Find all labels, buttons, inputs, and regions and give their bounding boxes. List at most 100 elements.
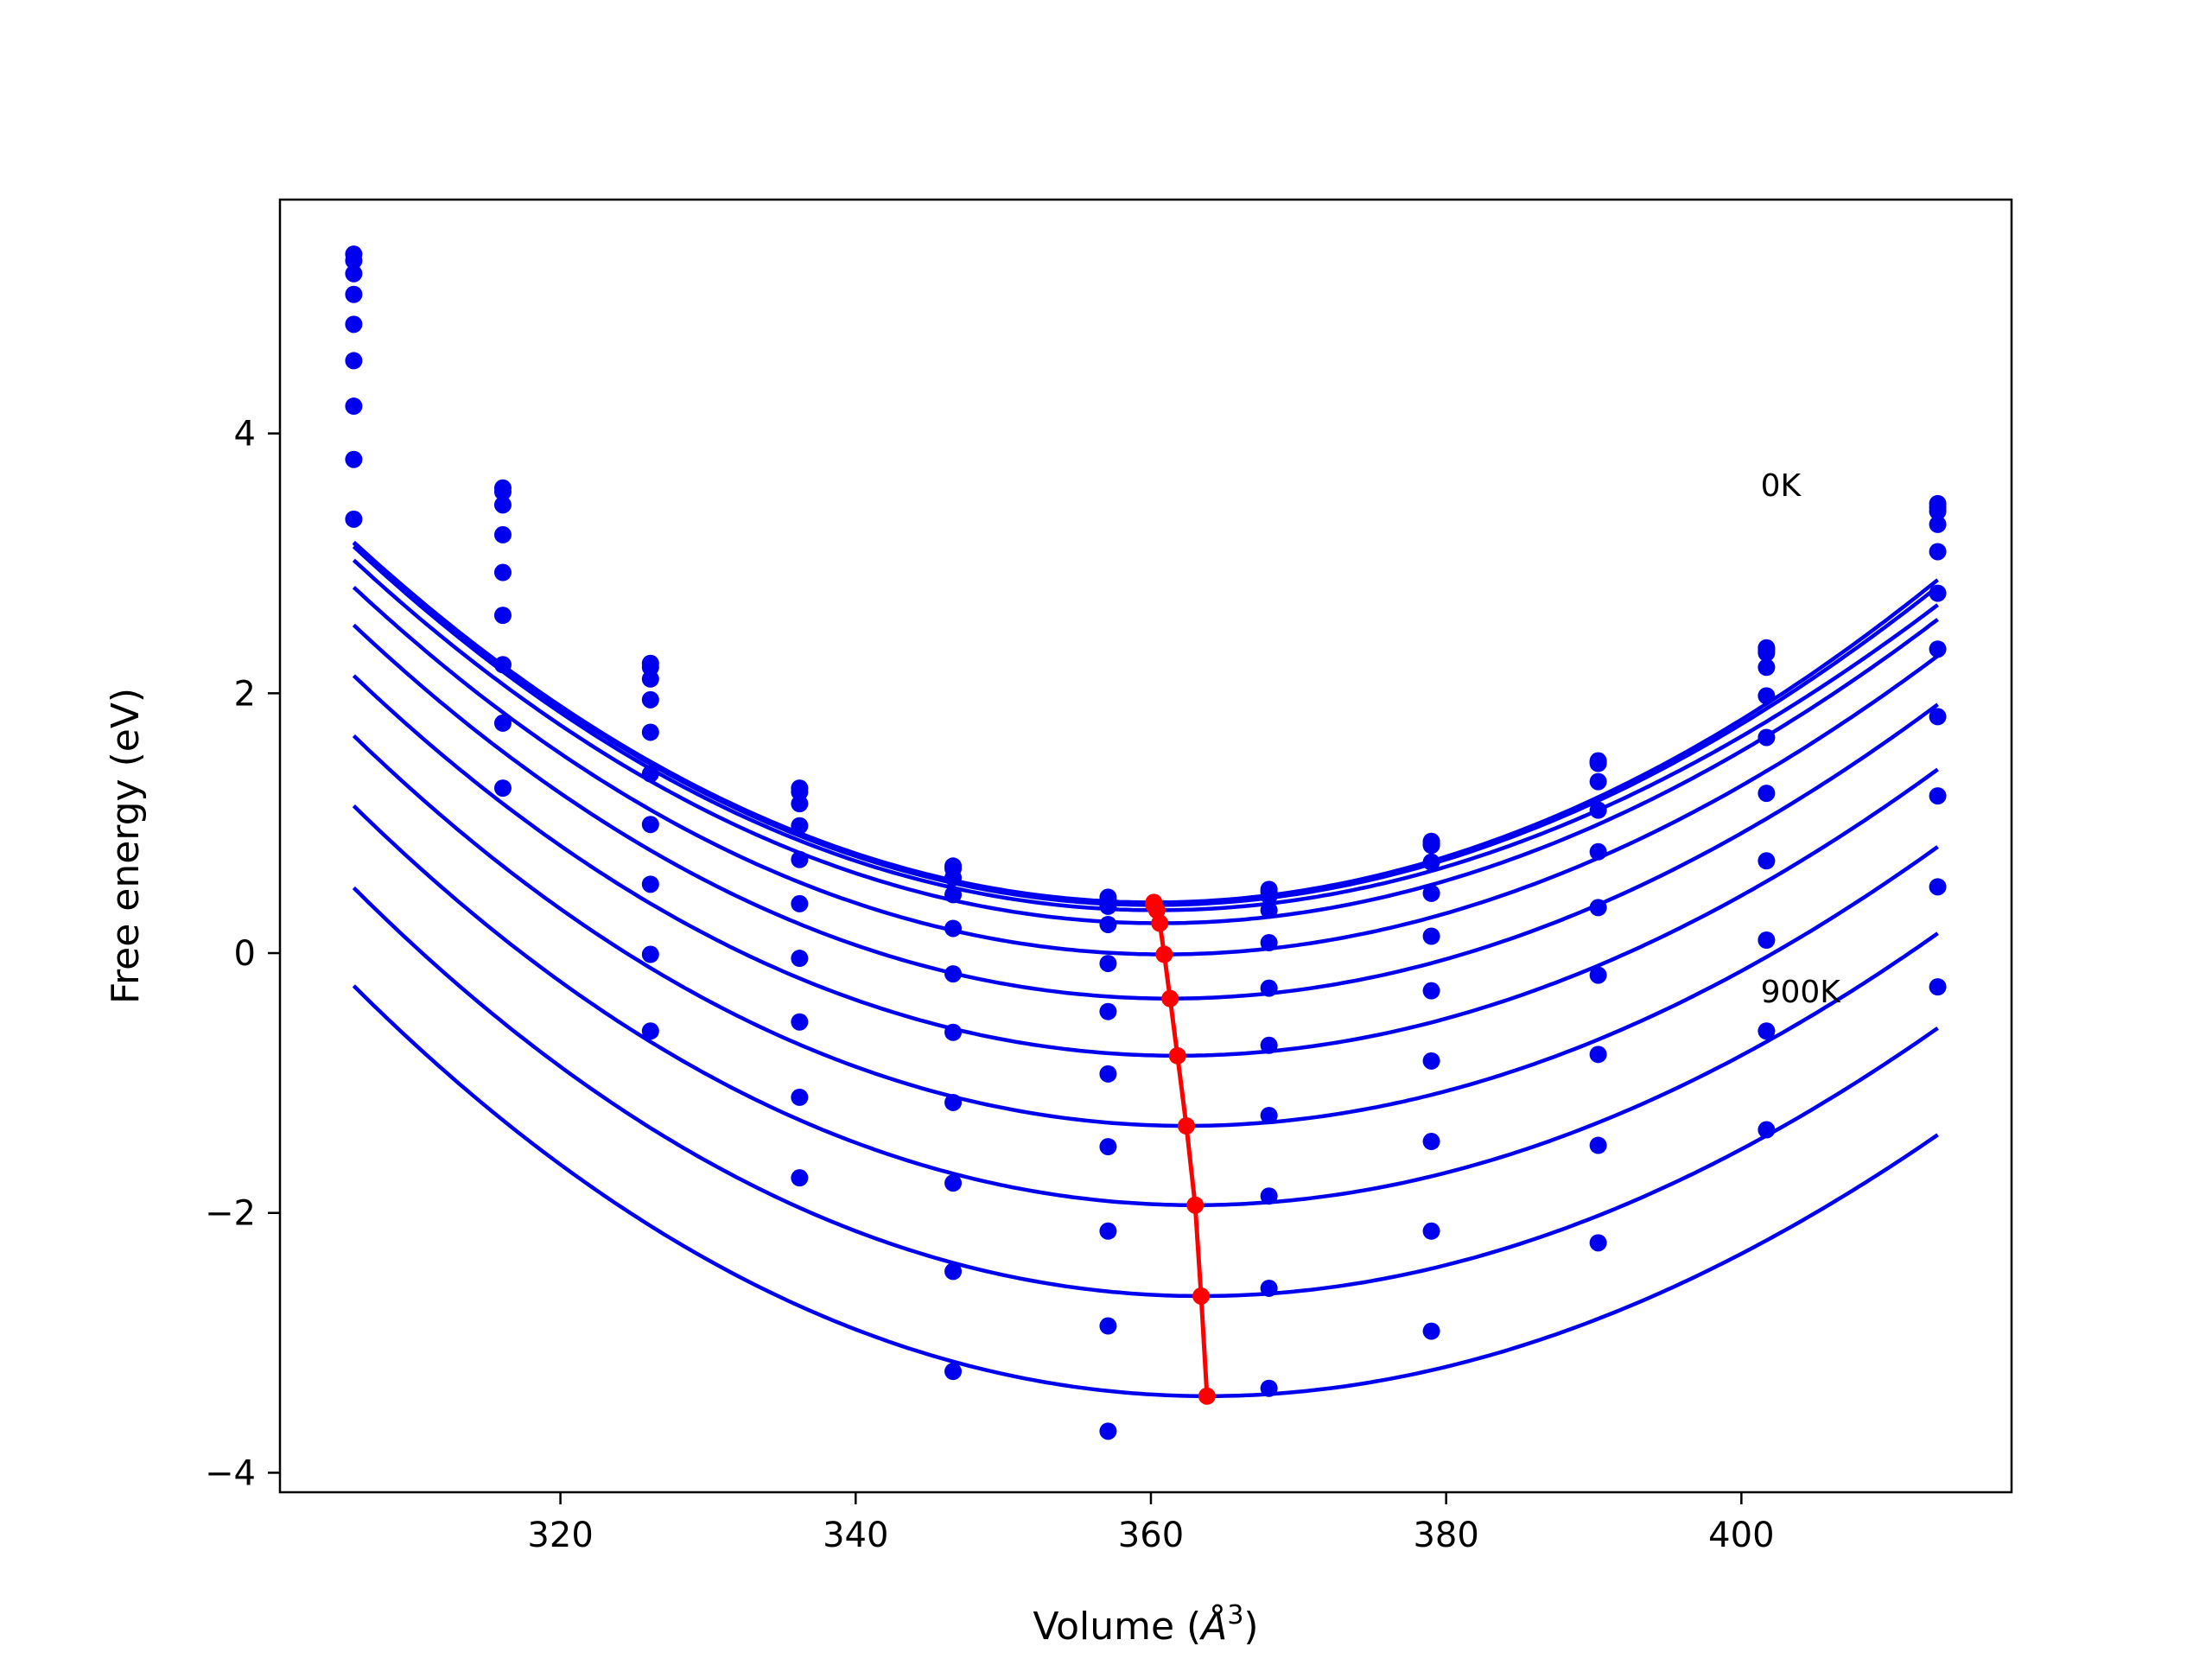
data-point — [1758, 639, 1776, 657]
data-point — [1929, 878, 1947, 896]
x-tick-label: 360 — [1118, 1516, 1184, 1555]
fit-curve-4 — [352, 586, 1939, 957]
data-point — [1589, 842, 1607, 861]
data-point — [1758, 931, 1776, 950]
data-point — [1260, 1106, 1278, 1124]
data-point — [1099, 897, 1117, 915]
x-tick-label: 340 — [823, 1516, 888, 1555]
data-point — [944, 1262, 963, 1281]
data-point — [1260, 1036, 1278, 1054]
fit-curves — [352, 540, 1939, 1398]
data-point — [1589, 801, 1607, 819]
data-point — [1260, 979, 1278, 997]
y-tick-label: −2 — [205, 1194, 256, 1234]
data-point — [493, 563, 512, 582]
data-point — [1099, 955, 1117, 973]
data-point — [1260, 1379, 1278, 1397]
data-point — [791, 894, 809, 912]
minimum-point — [1147, 901, 1166, 919]
data-point — [1422, 927, 1440, 945]
data-point — [1422, 853, 1440, 871]
data-point — [791, 850, 809, 868]
fit-curve-7 — [352, 734, 1939, 1128]
y-axis-ticks: −4 −2 0 2 4 — [205, 415, 280, 1493]
data-point — [1589, 1136, 1607, 1154]
data-point — [493, 779, 512, 798]
fit-curve-3 — [352, 558, 1939, 925]
data-point — [1929, 515, 1947, 533]
data-point — [1589, 966, 1607, 984]
data-point — [641, 765, 659, 783]
data-point — [641, 670, 659, 688]
data-point — [791, 795, 809, 813]
data-point — [493, 525, 512, 543]
data-point — [345, 397, 363, 416]
data-point — [1929, 640, 1947, 658]
data-point — [791, 1013, 809, 1031]
data-point — [345, 285, 363, 303]
minimum-point — [1186, 1196, 1205, 1214]
fit-curve-8 — [352, 804, 1939, 1207]
data-point — [1589, 772, 1607, 791]
data-point — [1929, 708, 1947, 726]
data-point — [493, 714, 512, 732]
data-point — [944, 1093, 963, 1111]
data-point — [1589, 1234, 1607, 1252]
data-point — [1422, 836, 1440, 855]
data-point — [1929, 787, 1947, 805]
y-tick-label: −4 — [205, 1453, 256, 1493]
data-point — [1422, 982, 1440, 1000]
temperature-annotation: 900K — [1761, 975, 1842, 1010]
data-point — [944, 886, 963, 904]
fit-curve-10 — [352, 984, 1939, 1398]
data-point — [944, 1023, 963, 1041]
x-tick-label: 380 — [1413, 1516, 1478, 1555]
data-points — [345, 245, 1947, 1440]
data-point — [944, 919, 963, 938]
data-point — [641, 945, 659, 963]
data-point — [1929, 978, 1947, 996]
y-tick-label: 2 — [234, 674, 256, 714]
data-point — [493, 656, 512, 674]
data-point — [1260, 1279, 1278, 1297]
data-point — [1260, 934, 1278, 952]
data-point — [791, 817, 809, 835]
data-point — [1589, 753, 1607, 772]
data-point — [1929, 494, 1947, 512]
data-point — [493, 607, 512, 625]
data-point — [1422, 1222, 1440, 1240]
data-point — [1758, 1022, 1776, 1040]
data-point — [1758, 852, 1776, 870]
x-axis-label: Volume (Å3) — [1033, 1600, 1258, 1649]
x-tick-label: 320 — [527, 1516, 593, 1555]
data-point — [791, 1169, 809, 1187]
data-point — [1589, 1046, 1607, 1064]
data-point — [1758, 785, 1776, 803]
plot-frame — [278, 198, 2013, 1494]
data-point — [641, 690, 659, 709]
x-axis-ticks: 320 340 360 380 400 — [527, 1492, 1775, 1555]
data-point — [791, 950, 809, 968]
data-point — [1422, 1133, 1440, 1151]
fit-curve-9 — [352, 886, 1939, 1299]
data-point — [493, 483, 512, 501]
data-point — [1099, 1138, 1117, 1156]
fit-curve-5 — [352, 623, 1939, 1001]
data-point — [1589, 899, 1607, 917]
minimum-point — [1198, 1387, 1216, 1405]
data-point — [1929, 584, 1947, 602]
data-point — [1758, 687, 1776, 705]
data-point — [641, 816, 659, 834]
data-point — [1260, 1187, 1278, 1205]
data-point — [1099, 1317, 1117, 1335]
minimum-point — [1192, 1287, 1211, 1305]
data-point — [1260, 887, 1278, 905]
data-point — [1929, 543, 1947, 561]
data-point — [1422, 884, 1440, 902]
minimum-point — [1161, 989, 1179, 1007]
data-point — [1422, 1322, 1440, 1340]
data-point — [791, 1088, 809, 1106]
data-point — [1099, 915, 1117, 933]
